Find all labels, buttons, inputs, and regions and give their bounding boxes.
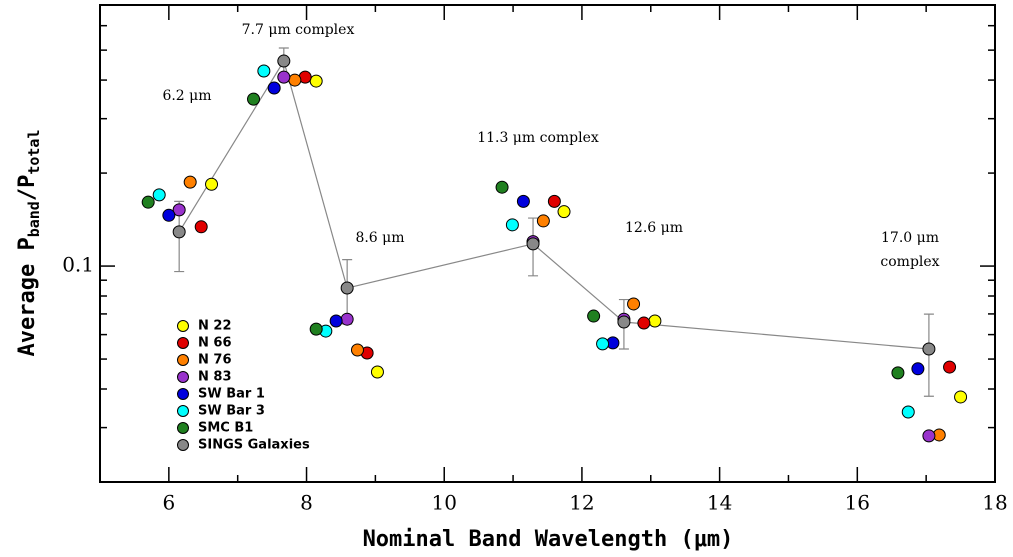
legend-marker [177, 439, 189, 451]
x-tick-label: 18 [982, 491, 1007, 515]
data-point [152, 188, 166, 202]
data-point [340, 281, 354, 295]
y-tick-label: 0.1 [62, 253, 94, 277]
data-point [557, 205, 571, 219]
data-point [172, 225, 186, 239]
data-point [247, 92, 261, 106]
legend-label: SMC B1 [198, 421, 253, 436]
plot-frame [99, 4, 996, 483]
data-point [901, 405, 915, 419]
data-point [596, 337, 610, 351]
legend-label: SINGS Galaxies [198, 438, 310, 453]
legend-label: N 83 [198, 370, 232, 385]
y-axis-label: Average Pband/Ptotal [15, 130, 43, 357]
x-tick-label: 10 [432, 491, 457, 515]
legend-label: N 66 [198, 336, 232, 351]
data-point [943, 360, 957, 374]
annotation: 8.6 μm [355, 230, 404, 246]
y-label-sub: total [25, 130, 43, 175]
x-tick-label: 6 [162, 491, 175, 515]
data-point [194, 220, 208, 234]
legend-marker [177, 354, 189, 366]
annotation: 6.2 μm [162, 88, 211, 104]
x-axis-label: Nominal Band Wavelength (μm) [363, 527, 734, 552]
legend-marker [177, 388, 189, 400]
y-label-part: /P [15, 175, 40, 202]
x-tick-label: 14 [707, 491, 732, 515]
annotation: 7.7 μm complex [242, 22, 355, 38]
data-point [627, 297, 641, 311]
data-point [495, 180, 509, 194]
annotation: 12.6 μm [625, 220, 683, 236]
data-point [648, 314, 662, 328]
data-point [329, 314, 343, 328]
data-point [172, 203, 186, 217]
legend-marker [177, 337, 189, 349]
data-point [183, 175, 197, 189]
data-point [309, 74, 323, 88]
data-point [516, 194, 530, 208]
y-label-sub: band [25, 201, 43, 237]
x-tick-label: 16 [845, 491, 870, 515]
x-tick-label: 12 [569, 491, 594, 515]
data-point [922, 429, 936, 443]
data-point [526, 237, 540, 251]
x-tick-label: 8 [300, 491, 313, 515]
legend-marker [177, 371, 189, 383]
legend-marker [177, 320, 189, 332]
data-point [505, 218, 519, 232]
legend-marker [177, 405, 189, 417]
data-point [350, 343, 364, 357]
data-point [267, 81, 281, 95]
data-point [288, 73, 302, 87]
data-point [587, 309, 601, 323]
data-point [205, 177, 219, 191]
average-line [178, 59, 929, 350]
data-point [911, 362, 925, 376]
annotation: 17.0 μm [881, 230, 939, 246]
legend-label: N 22 [198, 319, 232, 334]
data-point [309, 322, 323, 336]
annotation: complex [880, 254, 939, 270]
data-point [141, 195, 155, 209]
data-point [340, 312, 354, 326]
data-point [922, 342, 936, 356]
data-point [370, 365, 384, 379]
legend-label: N 76 [198, 353, 232, 368]
data-point [637, 316, 651, 330]
data-point [277, 70, 291, 84]
data-point [954, 390, 968, 404]
data-point [162, 208, 176, 222]
data-point [277, 54, 291, 68]
y-label-part: Average P [15, 237, 40, 356]
data-point [536, 214, 550, 228]
data-point [257, 64, 271, 78]
legend-label: SW Bar 3 [198, 404, 265, 419]
legend-label: SW Bar 1 [198, 387, 265, 402]
data-point [617, 315, 631, 329]
data-point [891, 366, 905, 380]
annotation: 11.3 μm complex [477, 130, 599, 146]
data-point [547, 194, 561, 208]
legend-marker [177, 422, 189, 434]
